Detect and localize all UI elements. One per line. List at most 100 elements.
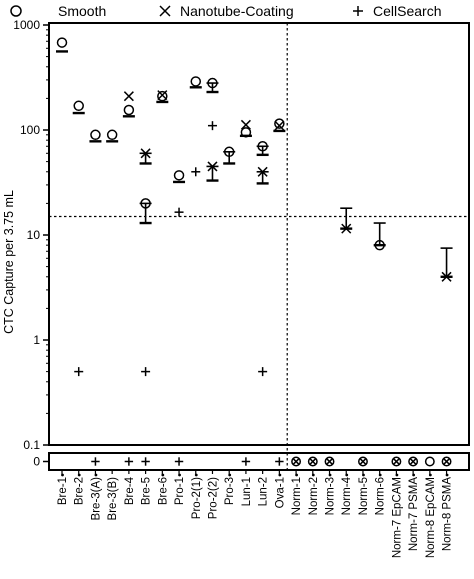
zero-strip-mark bbox=[408, 456, 419, 467]
point-smooth bbox=[56, 37, 68, 48]
legend-entry-nanotube: Nanotube-Coating bbox=[159, 3, 294, 19]
zero-strip-mark bbox=[441, 456, 452, 467]
point-nanotube bbox=[441, 271, 452, 282]
category-label: Norm-7 PSMA bbox=[408, 477, 420, 551]
point-smooth bbox=[157, 90, 168, 102]
point-cellsearch bbox=[74, 367, 84, 377]
category-dot bbox=[378, 473, 382, 477]
category-label: Lun-2 bbox=[258, 477, 270, 506]
category-label: Norm-7 EpCAM bbox=[391, 477, 403, 558]
error-bars bbox=[56, 50, 453, 278]
series-cellsearch bbox=[74, 121, 268, 377]
category-dot bbox=[94, 473, 98, 477]
legend-label-nanotube: Nanotube-Coating bbox=[180, 3, 294, 19]
zero-strip bbox=[91, 456, 452, 467]
y-axis-title: CTC Capture per 3.75 mL bbox=[2, 190, 16, 334]
point-nanotube bbox=[207, 161, 218, 172]
category-label: Pro-2(1) bbox=[191, 477, 203, 519]
category-dot bbox=[161, 473, 165, 477]
category-dot bbox=[362, 473, 365, 477]
category-label: Norm-6 bbox=[375, 477, 387, 515]
category-label: Pro-2(2) bbox=[207, 477, 219, 519]
legend-symbol-cellsearch bbox=[353, 6, 363, 16]
category-dot bbox=[445, 473, 449, 477]
point-smooth bbox=[106, 129, 118, 141]
category-dot bbox=[278, 473, 282, 477]
y-axis: 1000 100 10 1 0.1 0 bbox=[13, 18, 49, 469]
category-label: Bre-6 bbox=[157, 477, 169, 505]
zero-strip-label: 0 bbox=[33, 455, 40, 469]
y-tick-label: 1 bbox=[33, 333, 40, 347]
zero-strip-border bbox=[48, 452, 470, 471]
category-dot bbox=[345, 473, 349, 477]
point-nanotube bbox=[157, 90, 168, 101]
point-nanotube bbox=[257, 166, 268, 177]
point-cellsearch bbox=[207, 121, 217, 131]
error-bar bbox=[206, 165, 219, 182]
category-dot bbox=[295, 473, 298, 477]
point-smooth bbox=[223, 146, 235, 158]
category-label: Norm-8 PSMA bbox=[442, 477, 454, 551]
category-label: Ova-1 bbox=[274, 477, 286, 508]
category-dot bbox=[412, 473, 416, 477]
error-bar bbox=[139, 152, 152, 165]
category-dot bbox=[228, 473, 232, 477]
category-label: Pro-1 bbox=[174, 477, 186, 505]
y-tick-label: 0.1 bbox=[23, 438, 40, 452]
zero-strip-mark bbox=[291, 456, 302, 467]
category-label: Norm-2 bbox=[308, 477, 320, 515]
category-label: Norm-1 bbox=[291, 477, 303, 515]
category-dot bbox=[61, 473, 64, 477]
error-bar bbox=[340, 207, 353, 230]
category-label: Norm-5 bbox=[358, 477, 370, 515]
zero-strip-mark bbox=[307, 456, 318, 467]
category-dot bbox=[77, 473, 81, 477]
point-cellsearch bbox=[174, 207, 184, 217]
category-label: Bre-3(A) bbox=[90, 477, 102, 521]
category-dot bbox=[178, 473, 181, 477]
point-smooth bbox=[73, 100, 84, 112]
series-smooth bbox=[56, 37, 385, 251]
category-label: Bre-2 bbox=[74, 477, 86, 505]
point-smooth bbox=[190, 76, 202, 87]
category-label: Norm-4 bbox=[341, 476, 353, 515]
point-smooth bbox=[90, 129, 101, 141]
category-dot bbox=[428, 473, 432, 477]
point-cellsearch bbox=[191, 167, 201, 177]
zero-strip-mark bbox=[91, 457, 100, 466]
category-label: Norm-8 EpCAM bbox=[425, 477, 437, 558]
point-nanotube bbox=[140, 148, 151, 159]
point-nanotube bbox=[274, 120, 285, 131]
zero-strip-mark bbox=[141, 457, 150, 466]
zero-strip-mark bbox=[391, 456, 402, 467]
zero-strip-mark bbox=[324, 456, 335, 467]
point-cellsearch bbox=[141, 367, 151, 377]
legend: Smooth Nanotube-Coating CellSearch bbox=[10, 3, 441, 19]
category-label: Norm-3 bbox=[325, 477, 337, 515]
legend-label-cellsearch: CellSearch bbox=[373, 3, 441, 19]
category-label: Bre-1 bbox=[57, 477, 69, 505]
point-nanotube bbox=[240, 119, 251, 130]
point-smooth bbox=[173, 170, 185, 181]
point-smooth bbox=[257, 141, 268, 152]
point-smooth bbox=[240, 127, 252, 138]
category-label: Bre-3(B) bbox=[107, 477, 119, 521]
y-tick-label: 10 bbox=[27, 228, 41, 242]
series-nanotube bbox=[123, 90, 452, 282]
point-nanotube bbox=[123, 91, 134, 102]
legend-symbol-smooth bbox=[10, 5, 22, 17]
category-label: Pro-3 bbox=[224, 477, 236, 505]
plot-border bbox=[48, 22, 470, 446]
point-smooth bbox=[374, 239, 385, 251]
point-smooth bbox=[207, 77, 218, 89]
error-bar bbox=[256, 170, 269, 185]
zero-strip-mark bbox=[124, 457, 134, 466]
zero-strip-mark bbox=[275, 457, 284, 466]
point-smooth bbox=[140, 198, 151, 209]
plot-frame bbox=[48, 22, 470, 471]
y-tick-label: 1000 bbox=[13, 18, 40, 32]
category-label: Bre-5 bbox=[141, 477, 153, 505]
category-dot bbox=[194, 473, 198, 477]
category-dot bbox=[311, 473, 315, 477]
